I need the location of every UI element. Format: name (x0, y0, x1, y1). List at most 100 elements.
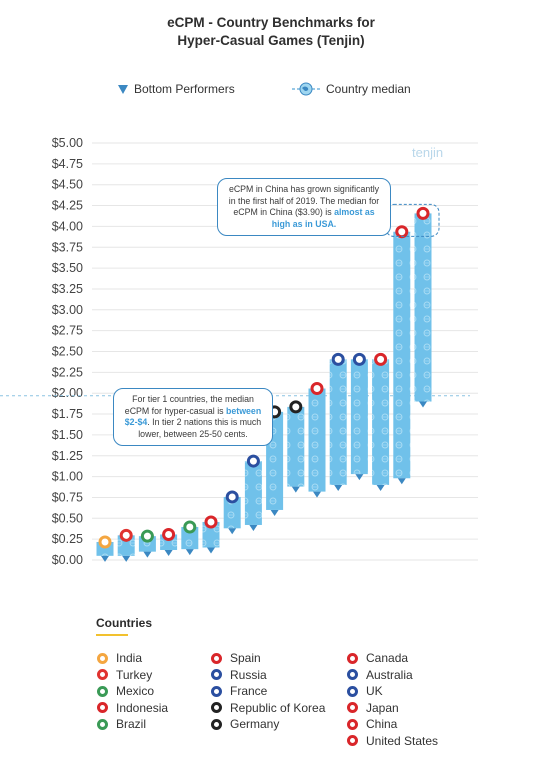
country-flag-marker (416, 206, 430, 220)
y-tick-label: $3.50 (52, 261, 83, 275)
country-legend-item: Japan (347, 700, 438, 717)
country-name: India (116, 651, 143, 666)
bottom-performer-marker (270, 509, 279, 516)
country-name: Brazil (116, 717, 147, 732)
bottom-performer-marker (334, 484, 343, 491)
flag-icon (211, 685, 222, 697)
note-tier-text-2: . In tier 2 nations this is much lower, … (138, 417, 262, 439)
country-legend-item: Canada (347, 650, 438, 667)
chart-title-line-2: Hyper-Casual Games (Tenjin) (177, 33, 365, 48)
flag-icon (211, 702, 222, 714)
note-china-highlight: almost as high as in USA. (271, 207, 375, 229)
y-tick-label: $0.50 (52, 511, 83, 525)
legend-bottom-label: Bottom Performers (134, 82, 235, 96)
bottom-performer-marker (419, 401, 427, 408)
flag-icon (347, 702, 358, 714)
legend-median-label: Country median (326, 82, 411, 96)
bottom-performer-marker (397, 478, 406, 485)
bar (202, 521, 220, 548)
bar (372, 359, 390, 485)
flag-icon (347, 735, 358, 747)
country-legend-item: Germany (211, 716, 325, 733)
country-flag-marker (331, 352, 345, 366)
country-flag-marker (289, 400, 303, 414)
bottom-performer-marker (101, 555, 109, 562)
bar (393, 231, 411, 479)
y-tick-label: $1.50 (52, 428, 83, 442)
bar-group (138, 529, 156, 558)
y-tick-label: $0.25 (52, 532, 83, 546)
bar-group (181, 520, 199, 556)
country-flag-marker (140, 529, 154, 543)
country-name: Germany (230, 717, 280, 732)
y-tick-label: $3.00 (52, 303, 83, 317)
bottom-performer-marker (185, 549, 194, 556)
flag-icon (347, 669, 358, 681)
flag-icon (211, 669, 222, 681)
country-legend-item: United States (347, 733, 438, 750)
countries-underline (96, 634, 128, 636)
y-tick-label: $3.75 (52, 240, 83, 254)
legend-bottom-performers: Bottom Performers (118, 82, 235, 96)
country-name: China (366, 717, 398, 732)
bottom-performer-marker (122, 555, 131, 562)
country-legend-item: Brazil (97, 716, 168, 733)
country-name: Russia (230, 667, 267, 682)
note-tier-text-1: For tier 1 countries, the median eCPM fo… (124, 394, 254, 416)
flag-icon (211, 652, 222, 664)
country-flag-marker (246, 454, 260, 468)
y-tick-label: $2.00 (52, 386, 83, 400)
country-flag-marker (119, 528, 133, 542)
country-legend-item: France (211, 683, 325, 700)
country-legend-item: Turkey (97, 667, 168, 684)
y-tick-label: $1.25 (52, 449, 83, 463)
country-name: Spain (230, 651, 261, 666)
bar-group (350, 352, 368, 481)
y-tick-label: $3.25 (52, 282, 83, 296)
bar-group (393, 225, 411, 485)
countries-column-3: Canada Australia UK Japan China United States (347, 650, 438, 749)
bar (287, 406, 305, 487)
y-axis-labels: $0.00 $0.25 $0.50 $0.75 $1.00 $1.25 $1.50 $1.75… (52, 136, 83, 567)
flag-icon (97, 669, 108, 681)
country-name: Australia (366, 667, 413, 682)
bottom-performer-marker (143, 551, 152, 558)
country-legend-item: China (347, 716, 438, 733)
bar-group (202, 515, 220, 554)
bottom-performer-marker (249, 524, 258, 531)
bar-group (223, 490, 241, 535)
chart-legend: Bottom Performers Country median (0, 82, 542, 100)
note-tier-highlight: between $2-$4 (124, 405, 262, 428)
bar (244, 461, 262, 525)
countries-column-1: India Turkey Mexico Indonesia Brazil (97, 650, 168, 733)
country-legend-item: Spain (211, 650, 325, 667)
countries-heading: Countries (96, 616, 153, 630)
country-flag-marker (310, 382, 324, 396)
watermark: tenjin (412, 145, 443, 160)
country-name: Indonesia (116, 700, 169, 715)
flag-icon (347, 685, 358, 697)
country-legend-item: Russia (211, 667, 325, 684)
chart-title: eCPM - Country Benchmarks for Hyper-Casu… (0, 14, 542, 50)
country-flag-marker (183, 520, 197, 534)
flag-icon (211, 718, 222, 730)
bar-group (287, 400, 305, 493)
bars (96, 206, 432, 562)
bottom-performer-marker (291, 486, 300, 493)
y-tick-label: $2.50 (52, 345, 83, 359)
bar (223, 496, 241, 529)
bar-group (329, 352, 347, 491)
bar (308, 388, 326, 492)
bar-group (244, 454, 262, 531)
bar (350, 359, 368, 475)
bar-group (414, 206, 432, 408)
bar (414, 213, 432, 402)
bar (117, 535, 135, 556)
country-flag-marker (395, 225, 409, 239)
y-tick-label: $0.75 (52, 490, 83, 504)
bottom-performer-marker (313, 491, 321, 498)
bottom-performer-marker (228, 528, 237, 535)
legend-country-median: Country median (292, 82, 411, 96)
y-tick-label: $2.25 (52, 365, 83, 379)
bottom-performer-marker (355, 474, 364, 481)
